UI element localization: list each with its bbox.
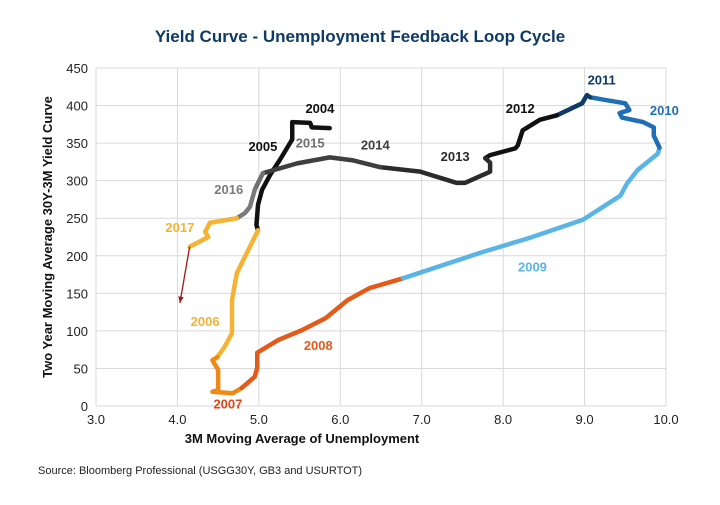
chart-title: Yield Curve - Unemployment Feedback Loop… <box>155 27 565 46</box>
y-tick-label: 400 <box>66 99 88 114</box>
year-label-2008: 2008 <box>304 338 333 353</box>
x-tick-label: 8.0 <box>494 412 512 427</box>
series-line-2014 <box>260 155 383 176</box>
x-axis-label: 3M Moving Average of Unemployment <box>185 431 420 446</box>
series-line-2016 <box>234 187 258 221</box>
series-line-2010 <box>588 95 662 150</box>
series-line-2015 <box>252 170 266 192</box>
x-tick-label: 5.0 <box>250 412 268 427</box>
series-line-2004 <box>289 119 332 142</box>
year-label-2011: 2011 <box>588 72 616 87</box>
year-label-2016: 2016 <box>214 182 243 197</box>
year-label-2006: 2006 <box>191 314 220 329</box>
year-label-2009: 2009 <box>518 259 547 274</box>
year-label-2013: 2013 <box>441 149 470 164</box>
y-tick-label: 350 <box>66 136 88 151</box>
y-tick-label: 450 <box>66 61 88 76</box>
series-line-2006 <box>215 227 261 360</box>
y-tick-label: 100 <box>66 324 88 339</box>
year-label-2005: 2005 <box>248 139 277 154</box>
tick-labels: 3.0 4.0 5.0 6.0 7.0 8.0 9.0 10.0 0 50 100 150 200 250… <box>66 61 678 427</box>
y-tick-label: 200 <box>66 249 88 264</box>
series-line-2005 <box>254 137 295 233</box>
year-label-2017: 2017 <box>165 220 194 235</box>
y-tick-label: 0 <box>81 399 88 414</box>
year-label-2004: 2004 <box>305 101 335 116</box>
series-lines <box>178 92 662 396</box>
x-tick-label: 6.0 <box>331 412 349 427</box>
series-line-2013 <box>377 155 493 186</box>
grid <box>95 67 667 407</box>
series-line-2017 <box>187 215 240 250</box>
x-tick-label: 9.0 <box>576 412 594 427</box>
x-tick-label: 4.0 <box>168 412 186 427</box>
trend-arrow-head <box>178 296 184 304</box>
y-tick-label: 300 <box>66 174 88 189</box>
series-line-2011 <box>554 92 593 118</box>
year-label-2007: 2007 <box>213 397 242 412</box>
x-tick-label: 10.0 <box>653 412 678 427</box>
year-label-2014: 2014 <box>361 138 391 153</box>
series-line-2012 <box>482 113 560 161</box>
x-tick-label: 7.0 <box>413 412 431 427</box>
y-tick-label: 50 <box>74 361 88 376</box>
y-tick-label: 150 <box>66 286 88 301</box>
year-label-2012: 2012 <box>506 101 535 116</box>
series-line-2007 <box>210 354 245 396</box>
series-line-2008 <box>239 276 406 391</box>
series-line-2009 <box>400 145 662 281</box>
year-label-2010: 2010 <box>650 103 679 118</box>
year-labels: 2004 2005 2006 2007 2008 2009 2010 2011 2012 2013… <box>165 72 678 411</box>
source-note: Source: Bloomberg Professional (USGG30Y,… <box>38 465 362 477</box>
y-axis-label: Two Year Moving Average 30Y-3M Yield Cur… <box>40 96 55 378</box>
year-label-2015: 2015 <box>296 135 325 150</box>
x-tick-label: 3.0 <box>87 412 105 427</box>
trend-arrow-line <box>179 246 191 304</box>
y-tick-label: 250 <box>66 211 88 226</box>
